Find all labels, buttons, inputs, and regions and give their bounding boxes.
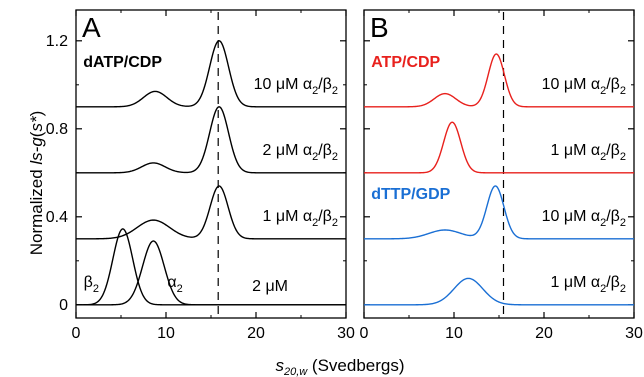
series-label-mid: /β bbox=[606, 208, 620, 225]
series-label-sub: 2 bbox=[600, 283, 606, 295]
peak-label-sub: 2 bbox=[93, 283, 99, 295]
x-tick-label: 0 bbox=[72, 325, 81, 342]
series-label-sub: 2 bbox=[620, 151, 626, 163]
series-label-sub: 2 bbox=[332, 85, 338, 97]
panel-letter: A bbox=[82, 12, 101, 43]
series-label-sub: 2 bbox=[312, 217, 318, 229]
group-label: ATP/CDP bbox=[371, 54, 440, 71]
y-tick-label: 0.4 bbox=[46, 209, 68, 226]
x-tick-label: 10 bbox=[445, 325, 463, 342]
y-tick-label: 1.2 bbox=[46, 33, 68, 50]
series-line bbox=[364, 53, 634, 108]
y-axis-title: Normalized ls-g(s*) bbox=[27, 111, 46, 256]
y-tick-label: 0.8 bbox=[46, 121, 68, 138]
series-line bbox=[76, 228, 346, 306]
series-line bbox=[76, 185, 346, 240]
y-axis-title-s: s bbox=[27, 123, 46, 132]
group-label: dATP/CDP bbox=[83, 54, 162, 71]
series-label-main: 1 μM α bbox=[263, 208, 313, 225]
y-axis-title-prefix: Normalized bbox=[27, 165, 46, 256]
series-label-mid: /β bbox=[318, 142, 332, 159]
group-label: dTTP/GDP bbox=[371, 186, 450, 203]
series-label: 1 μM α2/β2 bbox=[551, 274, 627, 295]
series-label-main: 10 μM α bbox=[542, 76, 600, 93]
peak-label-main: β bbox=[84, 274, 93, 291]
series-label-main: 1 μM α bbox=[551, 274, 601, 291]
series-label-sub: 2 bbox=[620, 217, 626, 229]
panel-letter: B bbox=[370, 12, 389, 43]
series-label-sub: 2 bbox=[600, 151, 606, 163]
series-line bbox=[76, 106, 346, 174]
series-label-mid: /β bbox=[318, 208, 332, 225]
x-axis-title: s20,w (Svedbergs) bbox=[275, 356, 404, 377]
peak-label: β2 bbox=[84, 274, 99, 295]
x-tick-label: 0 bbox=[360, 325, 369, 342]
x-axis-title-rest: (Svedbergs) bbox=[307, 356, 404, 375]
y-tick-label: 0 bbox=[59, 297, 68, 314]
y-axis-title-paren-close: ) bbox=[27, 111, 46, 117]
series-label-sub: 2 bbox=[600, 217, 606, 229]
series-label-main: 10 μM α bbox=[254, 76, 312, 93]
y-axis-label: Normalized ls-g(s*) bbox=[27, 111, 46, 256]
peak-label-main: α bbox=[167, 274, 176, 291]
series-label-sub: 2 bbox=[312, 85, 318, 97]
x-axis-label: s20,w (Svedbergs) bbox=[275, 356, 404, 377]
series-label-sub: 2 bbox=[332, 217, 338, 229]
y-axis-title-star: * bbox=[27, 115, 46, 123]
series-label-mid: /β bbox=[606, 142, 620, 159]
x-tick-label: 30 bbox=[337, 325, 355, 342]
x-axis-title-sub: 20,w bbox=[283, 366, 308, 377]
y-axis-title-paren-open: ( bbox=[27, 131, 46, 137]
x-tick-label: 30 bbox=[625, 325, 643, 342]
x-tick-label: 20 bbox=[247, 325, 265, 342]
series-label-sub: 2 bbox=[332, 151, 338, 163]
series-label-mid: /β bbox=[318, 76, 332, 93]
y-axis-title-italic: ls-g bbox=[27, 137, 46, 165]
series-line bbox=[364, 185, 634, 240]
series-label-sub: 2 bbox=[312, 151, 318, 163]
x-tick-label: 20 bbox=[535, 325, 553, 342]
series-line bbox=[76, 240, 346, 306]
series-label-mid: /β bbox=[606, 274, 620, 291]
series-line bbox=[364, 121, 634, 174]
series-line bbox=[76, 40, 346, 108]
series-label-mid: /β bbox=[606, 76, 620, 93]
series-label-sub: 2 bbox=[620, 85, 626, 97]
series-label-main: 2 μM α bbox=[263, 142, 313, 159]
series-line bbox=[364, 277, 634, 306]
series-label-sub: 2 bbox=[620, 283, 626, 295]
series-label: 2 μM α2/β2 bbox=[263, 142, 339, 163]
series-label-sub: 2 bbox=[600, 85, 606, 97]
series-label: 1 μM α2/β2 bbox=[551, 142, 627, 163]
series-label: 10 μM α2/β2 bbox=[254, 76, 338, 97]
peak-label-sub: 2 bbox=[177, 283, 183, 295]
series-label: 1 μM α2/β2 bbox=[263, 208, 339, 229]
series-label-main: 1 μM α bbox=[551, 142, 601, 159]
bottom-label: 2 μM bbox=[252, 278, 288, 295]
x-tick-label: 10 bbox=[157, 325, 175, 342]
series-label-main: 10 μM α bbox=[542, 208, 600, 225]
peak-label: α2 bbox=[167, 274, 182, 295]
series-label: 10 μM α2/β2 bbox=[542, 76, 626, 97]
x-axis-title-s: s bbox=[275, 356, 284, 375]
series-label: 10 μM α2/β2 bbox=[542, 208, 626, 229]
